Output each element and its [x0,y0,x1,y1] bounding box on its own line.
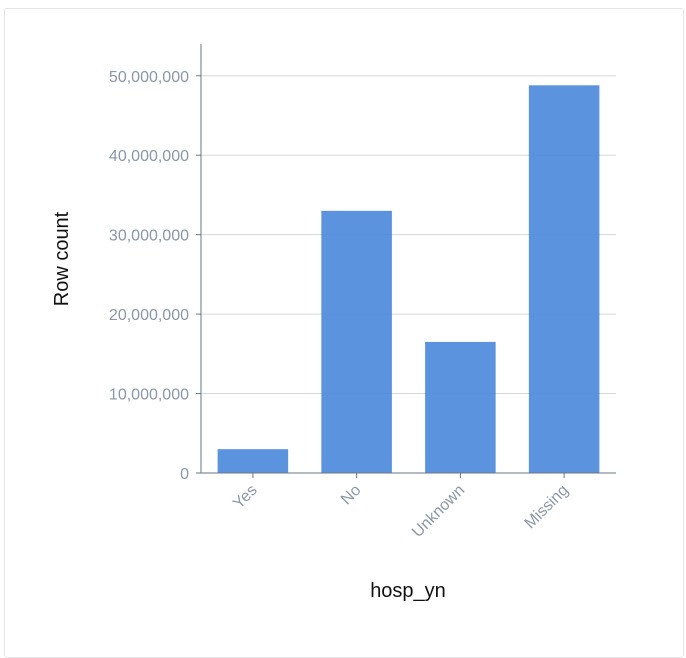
bar-missing[interactable] [528,85,600,474]
x-tick-label: Missing [522,482,572,532]
y-tick-label: 0 [180,466,189,483]
y-tick-labels: 0 10,000,000 20,000,000 30,000,000 40,000,00… [109,69,189,483]
bar-unknown[interactable] [425,341,496,473]
x-axis-title: hosp_yn [370,580,446,602]
x-tick-label: Unknown [409,482,468,541]
x-tick-label: Yes [230,482,260,512]
bar-yes[interactable] [217,449,289,473]
y-axis-title: Row count [51,211,73,306]
bars [217,85,600,474]
y-tick-label: 40,000,000 [109,148,189,165]
y-tick-label: 50,000,000 [109,69,189,86]
x-tick-labels: Yes No Unknown Missing [230,482,572,541]
axes [196,44,616,478]
y-tick-label: 10,000,000 [109,387,189,404]
x-tick-label: No [338,482,365,509]
bar-no[interactable] [321,210,392,474]
y-tick-label: 20,000,000 [109,307,189,324]
y-tick-label: 30,000,000 [109,228,189,245]
